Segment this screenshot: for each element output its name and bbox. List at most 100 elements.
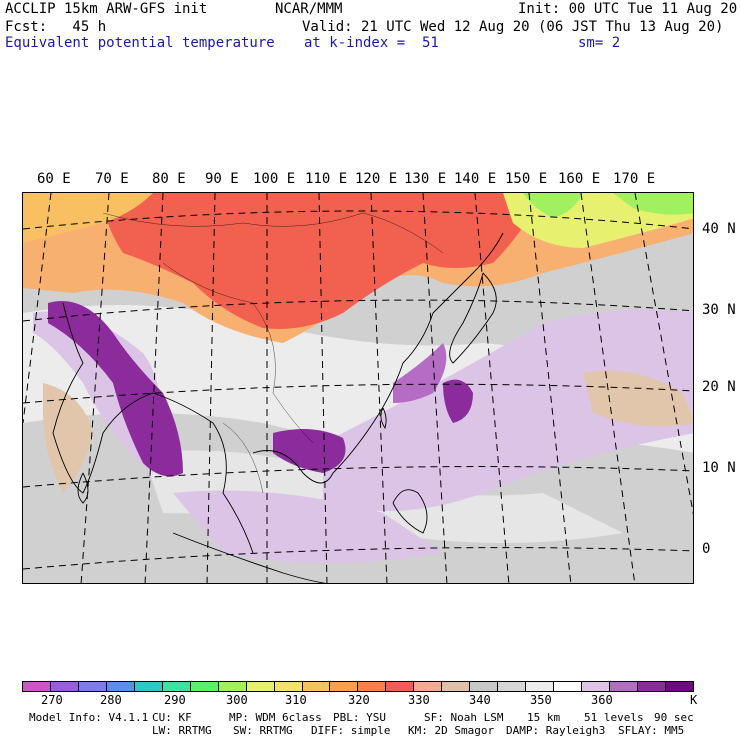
- lat-label: 10 N: [702, 460, 736, 476]
- colorbar-swatch: [498, 682, 527, 691]
- footer-levels: 51 levels: [584, 711, 644, 724]
- colorbar-tick: 330: [408, 693, 430, 707]
- coastline-taiwan: [380, 407, 387, 430]
- field-patch-purple: [273, 429, 346, 473]
- lat-line-40: [23, 210, 693, 230]
- coastline-bay: [152, 392, 254, 554]
- colorbar-swatch: [23, 682, 51, 691]
- colorbar-tick: 350: [530, 693, 552, 707]
- colorbar: [22, 681, 694, 692]
- colorbar-swatch: [442, 682, 471, 691]
- footer-damp: DAMP: Rayleigh3: [506, 724, 606, 737]
- colorbar-tick: 340: [469, 693, 491, 707]
- colorbar-swatch: [78, 682, 107, 691]
- colorbar-swatch: [526, 682, 555, 691]
- lat-label: 20 N: [702, 379, 736, 395]
- field-patch-beige: [583, 370, 693, 427]
- colorbar-swatch: [582, 682, 611, 691]
- lon-label: 130 E: [404, 171, 447, 187]
- field-name: Equivalent potential temperature: [5, 35, 275, 51]
- colorbar-tick: 310: [285, 693, 307, 707]
- lon-label: 140 E: [454, 171, 497, 187]
- map-panel: [22, 192, 694, 584]
- footer-mp: MP: WDM 6class: [229, 711, 322, 724]
- lon-line: [528, 193, 572, 583]
- colorbar-swatch: [610, 682, 638, 691]
- field-patch-green: [523, 193, 583, 218]
- field-patch-green: [613, 193, 693, 215]
- colorbar-swatch: [50, 682, 79, 691]
- center-name: NCAR/MMM: [275, 1, 343, 17]
- colorbar-swatch: [302, 682, 331, 691]
- coastline-philippines: [392, 489, 428, 534]
- lon-label: 160 E: [558, 171, 601, 187]
- lat-line-10: [23, 466, 693, 488]
- colorbar-swatch: [637, 682, 666, 691]
- lon-line: [634, 193, 693, 515]
- lon-line: [474, 193, 510, 583]
- colorbar-tick: 300: [226, 693, 248, 707]
- lon-label: 100 E: [253, 171, 296, 187]
- footer-km: KM: 2D Smagor: [408, 724, 495, 737]
- lon-line: [23, 193, 52, 424]
- footer-pbl: PBL: YSU: [333, 711, 386, 724]
- lon-label: 170 E: [613, 171, 656, 187]
- lon-line: [144, 193, 164, 583]
- country-borders: [102, 212, 444, 494]
- forecast-hour: Fcst: 45 h: [5, 19, 107, 35]
- footer-lw: LW: RRTMG: [152, 724, 212, 737]
- colorbar-tick: 360: [591, 693, 613, 707]
- lon-line: [370, 193, 388, 583]
- field-patch-lavender: [173, 490, 443, 563]
- coastline-japan: [449, 272, 497, 364]
- colorbar-swatch: [470, 682, 499, 691]
- lat-line-20: [23, 383, 693, 404]
- colorbar-swatch: [554, 682, 583, 691]
- lat-label: 40 N: [702, 221, 736, 237]
- colorbar-tick: 320: [348, 693, 370, 707]
- model-title: ACCLIP 15km ARW-GFS init: [5, 1, 208, 17]
- colorbar-swatch: [106, 682, 135, 691]
- lon-line: [318, 193, 328, 583]
- field-patch-lavender: [33, 311, 161, 473]
- footer-sw: SW: RRTMG: [233, 724, 293, 737]
- field-patch-purple: [48, 301, 183, 477]
- colorbar-tick: 270: [41, 693, 63, 707]
- footer-cu: CU: KF: [152, 711, 192, 724]
- footer-sf: SF: Noah LSM: [424, 711, 504, 724]
- lat-line-0: [23, 547, 693, 570]
- field-patch-beige: [43, 383, 93, 493]
- lon-label: 80 E: [152, 171, 186, 187]
- colorbar-swatch: [665, 682, 693, 691]
- vertical-level: at k-index = 51: [304, 35, 439, 51]
- colorbar-swatch: [218, 682, 247, 691]
- init-time: Init: 00 UTC Tue 11 Aug 20: [518, 1, 738, 17]
- colorbar-swatch: [414, 682, 443, 691]
- lon-label: 120 E: [355, 171, 398, 187]
- lon-label: 60 E: [37, 171, 71, 187]
- footer-sflay: SFLAY: MM5: [618, 724, 685, 737]
- colorbar-swatch: [358, 682, 387, 691]
- lat-label: 30 N: [702, 302, 736, 318]
- colorbar-swatch: [274, 682, 303, 691]
- colorbar-unit: K: [690, 693, 698, 707]
- lon-label: 150 E: [505, 171, 548, 187]
- field-patch-warm: [23, 193, 153, 243]
- lat-label: 0: [702, 541, 711, 557]
- theta-e-field: [23, 193, 693, 583]
- colorbar-tick: 280: [100, 693, 122, 707]
- coastline-india: [52, 302, 154, 494]
- coastlines: [52, 232, 504, 583]
- lat-line-30: [23, 299, 693, 322]
- field-patch-purple-mid: [393, 343, 447, 403]
- field-patch-purple: [443, 379, 473, 423]
- colorbar-swatch: [386, 682, 415, 691]
- colorbar-swatch: [190, 682, 219, 691]
- graticule: [23, 193, 693, 583]
- valid-time: Valid: 21 UTC Wed 12 Aug 20 (06 JST Thu …: [302, 19, 724, 35]
- smoothing-info: sm= 2: [578, 35, 621, 51]
- footer-resolution: 15 km: [527, 711, 561, 724]
- colorbar-swatch: [330, 682, 359, 691]
- colorbar-swatch: [134, 682, 163, 691]
- colorbar-swatch: [246, 682, 275, 691]
